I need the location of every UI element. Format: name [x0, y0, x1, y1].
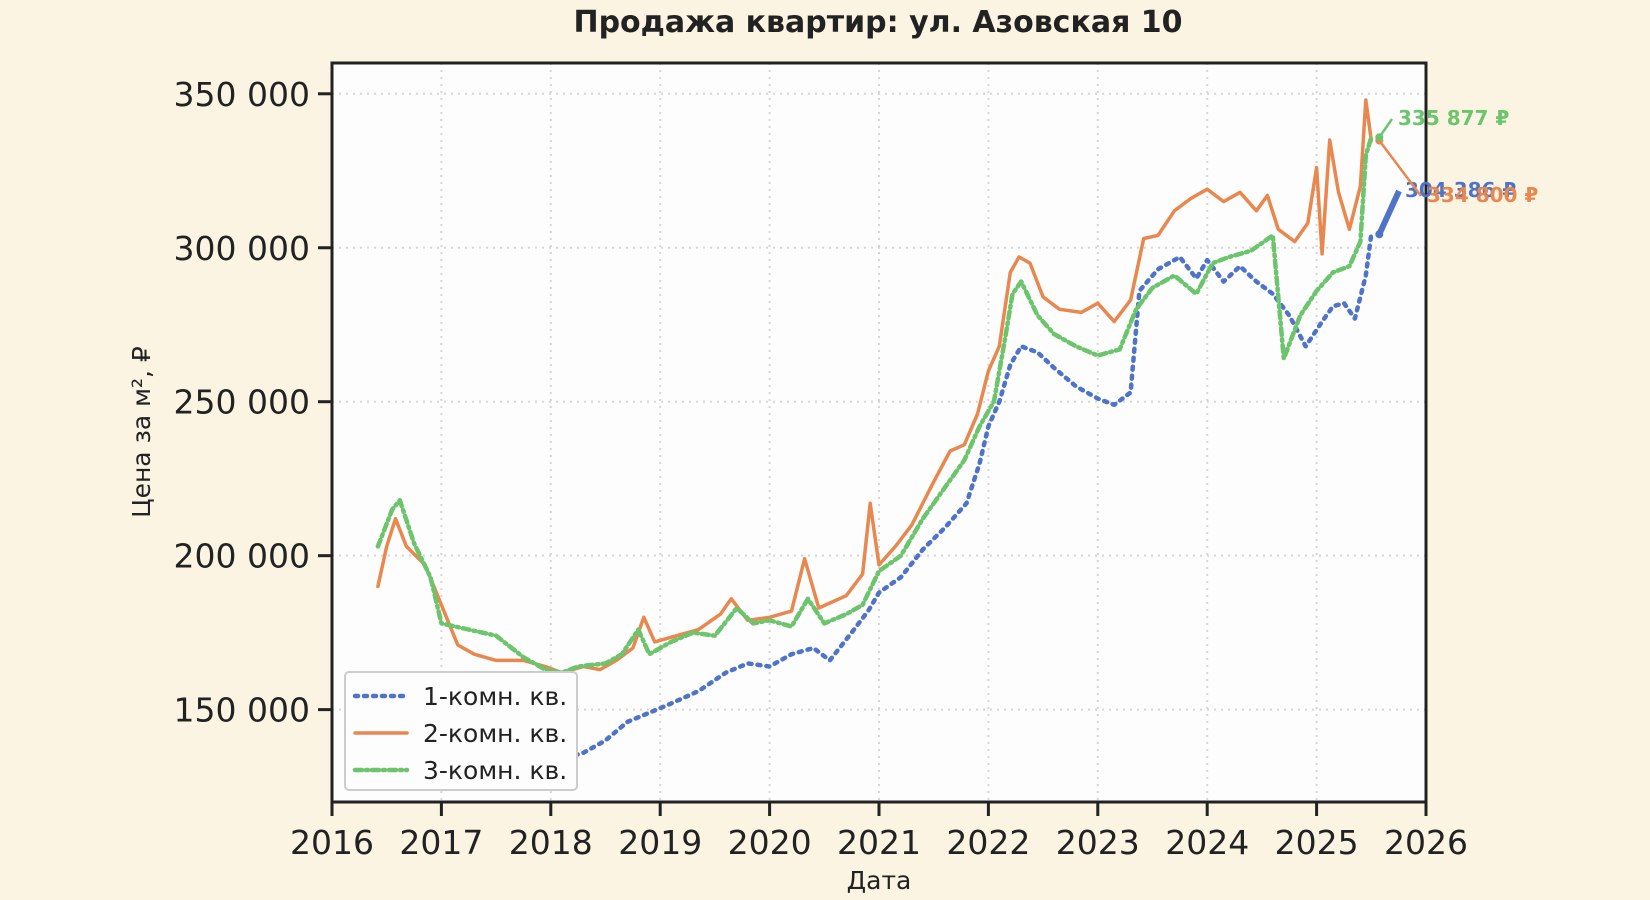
legend: 1-комн. кв. 2-комн. кв. 3-комн. кв. [345, 672, 577, 790]
annotation-arrow-head-3 [1375, 133, 1383, 141]
x-tick-label: 2018 [509, 823, 593, 862]
x-tick-label: 2020 [728, 823, 812, 862]
annotation-label-3: 335 877 ₽ [1398, 106, 1509, 130]
x-tick-label: 2025 [1275, 823, 1359, 862]
x-tick-label: 2019 [618, 823, 702, 862]
x-axis-label: Дата [847, 866, 912, 895]
annotation-arrow-head-1 [1375, 230, 1383, 238]
y-tick-label: 150 000 [174, 691, 310, 730]
legend-label-3: 3-комн. кв. [423, 756, 567, 785]
x-tick-label: 2022 [946, 823, 1030, 862]
y-tick-label: 350 000 [174, 75, 310, 114]
y-tick-label: 300 000 [174, 229, 310, 268]
x-tick-label: 2017 [399, 823, 483, 862]
x-tick-label: 2021 [837, 823, 921, 862]
x-tick-label: 2023 [1056, 823, 1140, 862]
y-tick-label: 250 000 [174, 383, 310, 422]
x-tick-label: 2016 [290, 823, 374, 862]
legend-label-2: 2-комн. кв. [423, 719, 567, 748]
annotation-label-2: 334 800 ₽ [1427, 183, 1538, 207]
y-axis-label: Цена за м², ₽ [127, 346, 156, 518]
y-tick-label: 200 000 [174, 537, 310, 576]
chart-title: Продажа квартир: ул. Азовская 10 [573, 5, 1182, 40]
legend-label-1: 1-комн. кв. [423, 682, 567, 711]
x-tick-label: 2026 [1384, 823, 1468, 862]
x-tick-label: 2024 [1165, 823, 1249, 862]
